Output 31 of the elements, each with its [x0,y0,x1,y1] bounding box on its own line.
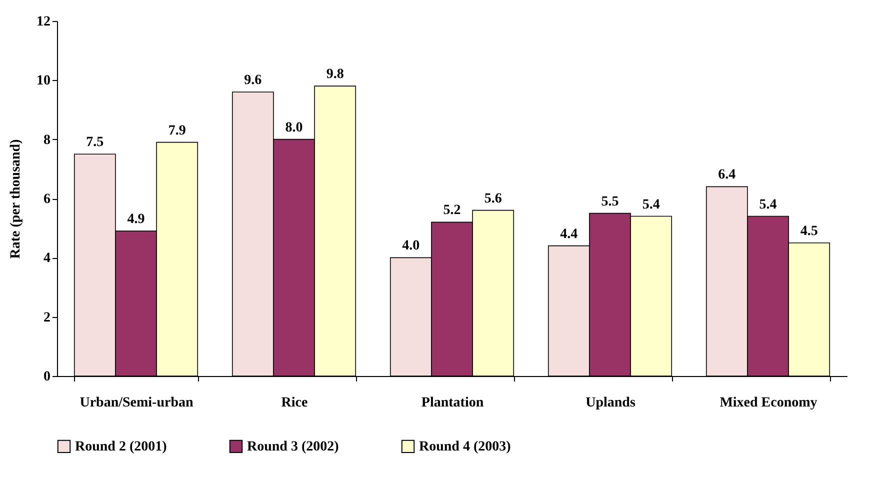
data-label: 5.5 [601,194,619,210]
x-tick-label: Plantation [421,396,484,410]
y-tick-label: 2 [44,310,50,326]
data-label: 7.5 [86,135,104,150]
data-label: 5.4 [642,197,660,212]
x-tick-label: Mixed Economy [720,396,818,410]
x-tick-label: Urban/Semi-urban [80,396,194,410]
data-label: 4.0 [402,238,420,254]
y-tick-label: 10 [36,74,50,89]
y-tick-label: 6 [44,192,50,207]
y-axis-title: Rate (per thousand) [8,138,24,259]
legend-label: Round 2 (2001) [75,439,168,454]
y-tick-label: 4 [44,251,50,266]
x-tick-label: Rice [281,396,308,410]
legend-label: Round 3 (2002) [247,439,340,454]
y-tick-label: 0 [44,370,50,384]
data-label: 4.9 [127,212,145,228]
data-label: 4.4 [560,226,578,242]
data-label: 4.5 [800,224,818,239]
y-tick-label: 8 [44,132,50,148]
data-label: 5.6 [484,191,502,206]
y-tick-label: 12 [36,14,50,30]
data-label: 8.0 [285,120,303,136]
data-label: 5.4 [759,197,777,212]
data-label: 9.8 [326,67,344,82]
data-label: 9.6 [244,73,262,88]
data-label: 5.2 [443,203,461,218]
x-tick-label: Uplands [586,396,636,410]
data-label: 6.4 [718,168,736,183]
data-label: 7.9 [168,123,186,138]
legend-label: Round 4 (2003) [419,439,512,454]
